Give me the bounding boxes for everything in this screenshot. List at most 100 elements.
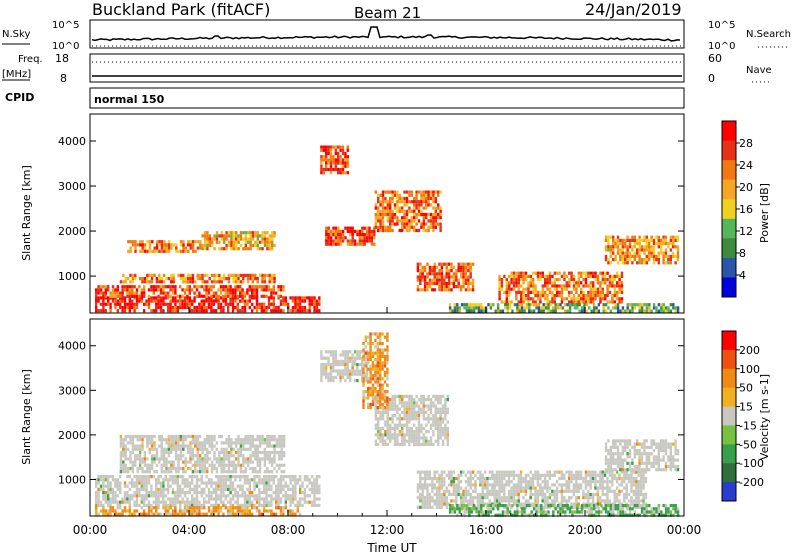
heatmap-cell	[95, 309, 98, 313]
heatmap-cell	[457, 262, 460, 266]
heatmap-cell	[143, 484, 146, 488]
heatmap-cell	[242, 470, 245, 474]
heatmap-cell	[104, 491, 107, 495]
heatmap-cell	[279, 491, 283, 495]
heatmap-cell	[450, 275, 453, 279]
heatmap-cell	[249, 460, 252, 464]
heatmap-cell	[219, 500, 223, 504]
heatmap-cell	[327, 350, 330, 354]
heatmap-cell	[198, 460, 202, 464]
heatmap-cell	[146, 273, 149, 277]
heatmap-cell	[635, 492, 638, 497]
heatmap-cell	[198, 457, 202, 461]
heatmap-cell	[523, 306, 526, 310]
heatmap-cell	[344, 359, 347, 363]
heatmap-cell	[416, 275, 420, 279]
heatmap-cell	[431, 496, 434, 500]
heatmap-cell	[377, 193, 380, 197]
heatmap-cell	[200, 309, 203, 313]
heatmap-cell	[337, 236, 340, 240]
heatmap-cell	[282, 487, 285, 491]
heatmap-cell	[320, 353, 323, 357]
heatmap-cell	[275, 441, 279, 445]
heatmap-cell	[179, 466, 183, 471]
heatmap-cell	[520, 271, 523, 275]
heatmap-cell	[210, 444, 214, 448]
heatmap-cell	[150, 288, 153, 292]
heatmap-cell	[597, 303, 601, 307]
heatmap-cell	[444, 414, 447, 418]
heatmap-cell	[421, 502, 424, 506]
heatmap-cell	[420, 196, 423, 201]
heatmap-cell	[109, 294, 112, 298]
heatmap-cell	[215, 491, 218, 495]
heatmap-cell	[450, 483, 453, 487]
heatmap-cell	[349, 350, 352, 354]
heatmap-cell	[273, 273, 276, 277]
heatmap-cell	[377, 410, 380, 414]
heatmap-cell	[515, 278, 518, 282]
heatmap-cell	[198, 466, 202, 471]
heatmap-cell	[275, 491, 278, 495]
heatmap-cell	[467, 281, 470, 285]
heatmap-cell	[384, 433, 387, 437]
heatmap-cell	[138, 487, 141, 491]
heatmap-cell	[572, 294, 576, 298]
heatmap-cell	[446, 439, 449, 443]
heatmap-cell	[373, 236, 376, 240]
heatmap-cell	[179, 503, 182, 507]
heatmap-cell	[519, 483, 523, 487]
heatmap-cell	[481, 499, 484, 503]
heatmap-cell	[595, 306, 598, 310]
heatmap-cell	[143, 463, 147, 467]
heatmap-cell	[374, 212, 377, 217]
heatmap-cell	[186, 491, 189, 495]
nsky-tick-high: 10^5	[52, 20, 79, 31]
heatmap-cell	[596, 489, 600, 493]
heatmap-cell	[626, 235, 629, 239]
heatmap-cell	[155, 246, 159, 250]
heatmap-cell	[169, 475, 172, 479]
heatmap-cell	[379, 225, 382, 229]
heatmap-cell	[242, 447, 245, 451]
heatmap-cell	[539, 278, 542, 282]
heatmap-cell	[423, 496, 427, 500]
heatmap-cell	[141, 444, 144, 448]
heatmap-cell	[616, 290, 619, 294]
heatmap-cell	[652, 245, 656, 249]
heatmap-cell	[176, 494, 179, 498]
heatmap-cell	[213, 438, 216, 442]
heatmap-cell	[393, 407, 397, 411]
heatmap-cell	[273, 243, 276, 248]
heatmap-cell	[429, 398, 433, 402]
heatmap-cell	[143, 457, 147, 461]
heatmap-cell	[543, 483, 547, 487]
heatmap-cell	[194, 249, 197, 253]
heatmap-cell	[393, 436, 397, 440]
heatmap-cell	[565, 486, 568, 490]
heatmap-cell	[429, 439, 433, 443]
heatmap-cell	[201, 441, 204, 445]
heatmap-cell	[234, 444, 238, 448]
heatmap-cell	[239, 441, 243, 445]
heatmap-cell	[467, 285, 470, 289]
heatmap-cell	[553, 499, 556, 503]
heatmap-cell	[386, 426, 389, 430]
heatmap-cell	[167, 285, 170, 289]
heatmap-cell	[159, 299, 163, 303]
heatmap-cell	[296, 503, 299, 507]
heatmap-cell	[374, 203, 377, 207]
heatmap-cell	[341, 233, 345, 237]
heatmap-cell	[128, 288, 131, 292]
heatmap-cell	[528, 306, 531, 310]
heatmap-cell	[650, 309, 653, 313]
heatmap-cell	[143, 285, 146, 289]
heatmap-cell	[111, 285, 115, 289]
heatmap-cell	[165, 470, 168, 474]
heatmap-cell	[607, 245, 610, 249]
heatmap-cell	[652, 251, 656, 255]
heatmap-cell	[234, 305, 237, 310]
heatmap-cell	[431, 499, 434, 503]
heatmap-cell	[648, 254, 651, 258]
heatmap-cell	[491, 476, 494, 481]
